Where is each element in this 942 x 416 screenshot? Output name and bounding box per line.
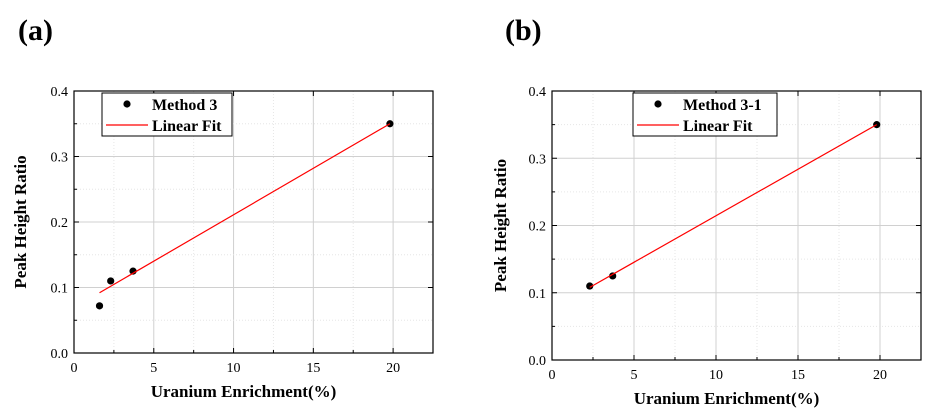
y-tick-label: 0.3 xyxy=(51,151,69,166)
y-axis-label: Peak Height Ratio xyxy=(11,155,30,288)
x-tick-label: 0 xyxy=(71,361,78,376)
x-tick-label: 15 xyxy=(306,361,320,376)
data-point xyxy=(609,272,617,280)
x-tick-label: 20 xyxy=(386,361,400,376)
x-axis-label: Uranium Enrichment(%) xyxy=(151,382,337,401)
legend-label: Linear Fit xyxy=(683,118,753,135)
x-tick-label: 5 xyxy=(150,361,157,376)
x-tick-label: 15 xyxy=(791,368,805,383)
chart-panel-b: 0 5 10 15 20 0.0 0.1 0.2 0.3 0.4 Uranium Enrichmen… xyxy=(491,85,922,408)
data-point xyxy=(107,277,115,285)
x-tick-label: 10 xyxy=(227,361,241,376)
y-tick-label: 0.4 xyxy=(51,85,69,100)
x-tick-label: 20 xyxy=(873,368,887,383)
y-tick-label: 0.0 xyxy=(529,354,547,369)
data-point xyxy=(586,282,594,290)
y-axis-label: Peak Height Ratio xyxy=(491,159,510,292)
legend-box xyxy=(101,92,233,137)
x-tick-label: 10 xyxy=(709,368,723,383)
legend-label: Method 3-1 xyxy=(683,97,762,114)
fit-line xyxy=(99,123,391,294)
y-tick-label: 0.2 xyxy=(51,216,69,231)
y-tick-label: 0.0 xyxy=(51,347,69,362)
data-point xyxy=(95,302,104,310)
y-tick-label: 0.3 xyxy=(529,152,547,167)
legend-swatch-point xyxy=(123,100,131,108)
y-tick-label: 0.1 xyxy=(529,287,547,302)
fit-line xyxy=(589,124,878,288)
legend-box xyxy=(632,92,778,137)
legend-label: Linear Fit xyxy=(152,118,222,135)
chart-panel-a: 0 5 10 15 20 0.0 0.1 0.2 0.3 0.4 Uranium Enrichmen… xyxy=(11,85,434,401)
legend-swatch-point xyxy=(654,100,662,108)
legend: Method 3-1 Linear Fit xyxy=(632,92,778,137)
y-tick-label: 0.2 xyxy=(529,220,547,235)
panel-label-b: (b) xyxy=(505,14,542,47)
legend: Method 3 Linear Fit xyxy=(101,92,233,137)
y-tick-label: 0.4 xyxy=(529,85,547,100)
legend-label: Method 3 xyxy=(152,97,217,114)
data-point xyxy=(129,267,137,275)
x-tick-label: 5 xyxy=(631,368,638,383)
panel-label-a: (a) xyxy=(18,14,53,47)
y-tick-label: 0.1 xyxy=(51,282,69,297)
x-axis-label: Uranium Enrichment(%) xyxy=(634,389,820,408)
x-tick-label: 0 xyxy=(549,368,556,383)
